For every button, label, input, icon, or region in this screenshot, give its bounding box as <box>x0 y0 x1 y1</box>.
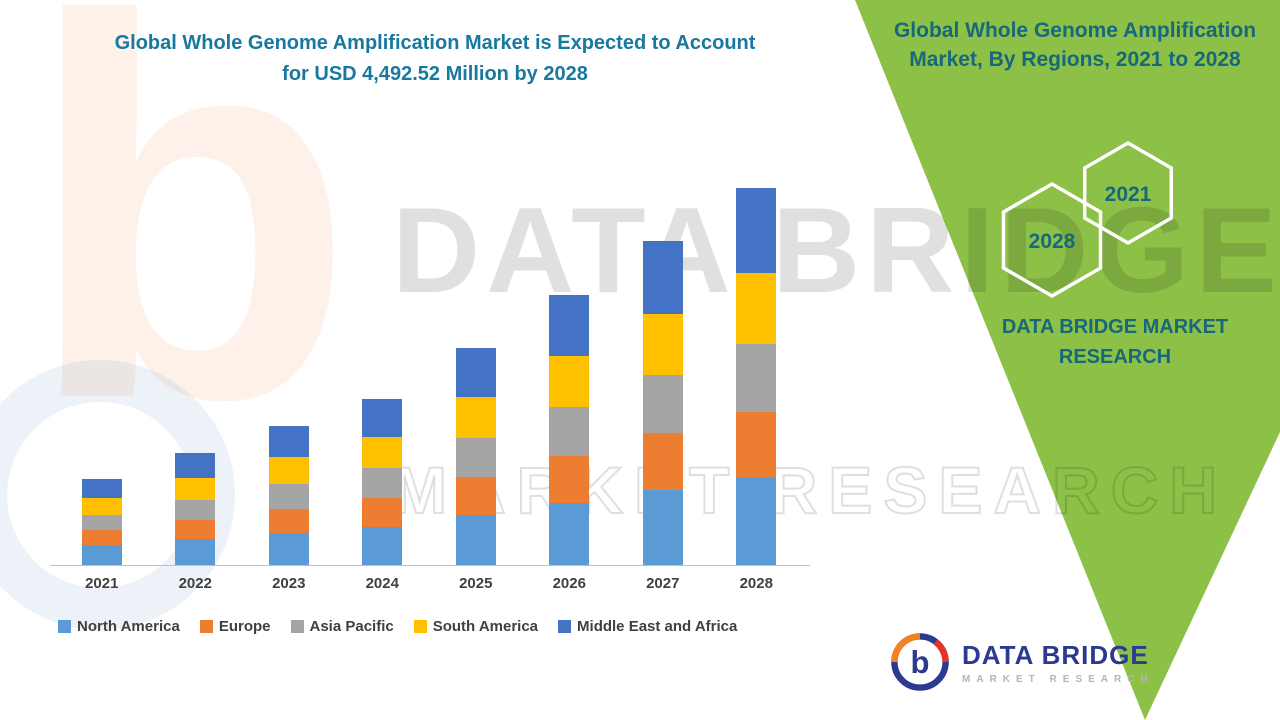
bar-segment-middle-east-and-africa <box>175 453 216 479</box>
bar-segment-europe <box>455 476 496 516</box>
bar-segment-north-america <box>81 545 122 565</box>
bar-segment-south-america <box>175 478 216 500</box>
bar-column-2028: 2028 <box>736 188 777 592</box>
bar-segment-north-america <box>175 539 216 565</box>
bar-segment-asia-pacific <box>81 514 122 531</box>
x-axis-label: 2021 <box>85 575 119 592</box>
legend-label: Middle East and Africa <box>577 618 738 635</box>
bar-column-2023: 2023 <box>268 426 309 592</box>
bar-segment-middle-east-and-africa <box>268 426 309 458</box>
emblem-letter: b <box>911 645 930 680</box>
bar-column-2024: 2024 <box>362 399 403 592</box>
bar-column-2025: 2025 <box>455 348 496 592</box>
footer-logo: b DATA BRIDGE MARKET RESEARCH <box>888 630 1154 694</box>
x-axis-label: 2024 <box>365 575 399 592</box>
x-axis-label: 2028 <box>739 575 773 592</box>
bar-segment-asia-pacific <box>362 468 403 498</box>
bar-segment-south-america <box>268 457 309 484</box>
chart-legend: North America Europe Asia Pacific South Ame… <box>58 618 737 635</box>
legend-label: North America <box>77 618 180 635</box>
bar-segment-europe <box>362 497 403 527</box>
footer-brand-name: DATA BRIDGE <box>962 639 1149 670</box>
bar-segment-asia-pacific <box>549 406 590 456</box>
bar-segment-north-america <box>642 490 683 565</box>
side-panel-brand-text: DATA BRIDGE MARKET RESEARCH <box>1001 316 1229 368</box>
bar-segment-asia-pacific <box>455 437 496 477</box>
legend-item-middle-east-and-africa: Middle East and Africa <box>558 618 737 635</box>
bar-segment-south-america <box>642 313 683 375</box>
bar-segment-south-america <box>81 497 122 515</box>
bar-segment-north-america <box>549 502 590 565</box>
bar-segment-north-america <box>268 533 309 565</box>
bar-segment-middle-east-and-africa <box>549 295 590 356</box>
x-axis-label: 2023 <box>272 575 306 592</box>
bar-segment-south-america <box>736 272 777 344</box>
bar-segment-south-america <box>549 355 590 407</box>
hexagon-2021-shape <box>1082 140 1174 246</box>
bar-segment-asia-pacific <box>736 343 777 412</box>
emblem-orange-arc <box>891 633 921 663</box>
x-axis-label: 2026 <box>552 575 586 592</box>
bar-segment-south-america <box>455 396 496 438</box>
bar-segment-asia-pacific <box>175 499 216 520</box>
bar-segment-europe <box>642 433 683 491</box>
legend-item-europe: Europe <box>199 618 271 635</box>
bar-segment-middle-east-and-africa <box>455 348 496 397</box>
bar-segment-north-america <box>455 515 496 565</box>
bar-segment-south-america <box>362 436 403 469</box>
bar-column-2022: 2022 <box>175 453 216 592</box>
bar-column-2027: 2027 <box>642 241 683 592</box>
bar-segment-north-america <box>736 478 777 565</box>
bar-column-2021: 2021 <box>81 478 122 592</box>
x-axis-line <box>50 565 810 566</box>
bar-column-2026: 2026 <box>549 295 590 592</box>
bar-segment-europe <box>81 530 122 546</box>
bar-segment-europe <box>175 519 216 540</box>
bar-segment-asia-pacific <box>642 374 683 434</box>
legend-swatch <box>290 620 304 633</box>
bar-segment-europe <box>549 455 590 503</box>
legend-label: Asia Pacific <box>309 618 394 635</box>
x-axis-label: 2025 <box>459 575 493 592</box>
legend-item-south-america: South America <box>413 618 539 635</box>
chart-title: Global Whole Genome Amplification Market… <box>114 32 756 85</box>
hexagon-2028-label: 2028 <box>1029 230 1076 253</box>
side-panel-title: Global Whole Genome Amplification Market… <box>893 19 1257 72</box>
legend-swatch <box>413 620 427 633</box>
x-axis-label: 2027 <box>646 575 680 592</box>
bar-segment-asia-pacific <box>268 483 309 509</box>
legend-item-asia-pacific: Asia Pacific <box>290 618 394 635</box>
legend-label: Europe <box>218 618 271 635</box>
year-hexagons: 2021 2028 <box>1001 140 1174 299</box>
bar-segment-europe <box>268 508 309 534</box>
legend-item-north-america: North America <box>58 618 180 635</box>
bar-segment-middle-east-and-africa <box>642 241 683 314</box>
hexagon-2028-shape <box>1001 181 1103 299</box>
x-axis-label: 2022 <box>178 575 212 592</box>
bar-segment-europe <box>736 411 777 479</box>
bar-segment-middle-east-and-africa <box>81 478 122 498</box>
footer-logo-text: DATA BRIDGE MARKET RESEARCH <box>962 640 1154 685</box>
plot-area: 2021 2022 2023 2024 2025 2026 2027 2028 <box>55 179 803 592</box>
legend-label: South America <box>432 618 539 635</box>
bar-segment-middle-east-and-africa <box>362 399 403 437</box>
legend-swatch <box>558 620 572 633</box>
emblem-red-arc <box>933 639 949 663</box>
legend-swatch <box>199 620 213 633</box>
legend-swatch <box>58 620 71 633</box>
bar-segment-north-america <box>362 526 403 565</box>
footer-logo-emblem: b <box>891 633 949 691</box>
hexagon-2021-label: 2021 <box>1105 183 1152 206</box>
footer-brand-tagline: MARKET RESEARCH <box>962 673 1154 685</box>
bar-segment-middle-east-and-africa <box>736 188 777 273</box>
